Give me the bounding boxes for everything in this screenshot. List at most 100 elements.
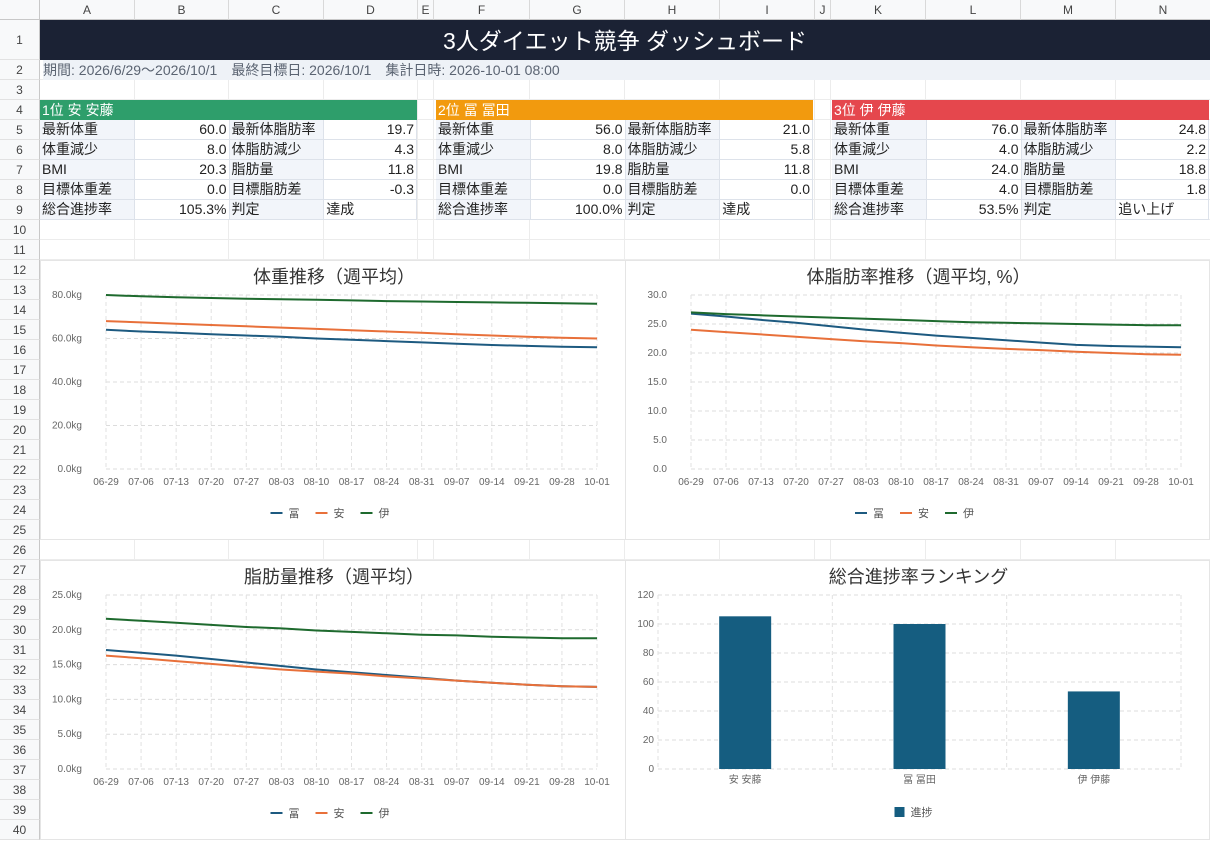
metric-label[interactable]: 体重減少 [436, 140, 531, 160]
select-all-corner[interactable] [0, 0, 40, 20]
metric-label[interactable]: 総合進捗率 [40, 200, 135, 220]
metric-label[interactable]: 目標脂肪差 [625, 180, 721, 200]
metric-value[interactable]: 56.0 [530, 120, 626, 140]
row-header-22[interactable]: 22 [0, 460, 40, 480]
metric-value[interactable]: 76.0 [926, 120, 1022, 140]
row-header-35[interactable]: 35 [0, 720, 40, 740]
metric-label[interactable]: 最新体脂肪率 [625, 120, 721, 140]
metric-label[interactable]: 最新体脂肪率 [1021, 120, 1117, 140]
row-header-31[interactable]: 31 [0, 640, 40, 660]
metric-label[interactable]: 体重減少 [832, 140, 927, 160]
metric-value[interactable]: 0.0 [720, 180, 813, 200]
row-header-4[interactable]: 4 [0, 100, 40, 120]
metric-value[interactable]: 追い上げ [1116, 200, 1209, 220]
row-header-5[interactable]: 5 [0, 120, 40, 140]
metric-value[interactable]: 4.0 [926, 180, 1022, 200]
row-header-28[interactable]: 28 [0, 580, 40, 600]
row-header-34[interactable]: 34 [0, 700, 40, 720]
row-header-12[interactable]: 12 [0, 260, 40, 280]
metric-label[interactable]: 最新体脂肪率 [229, 120, 325, 140]
row-header-38[interactable]: 38 [0, 780, 40, 800]
column-header-I[interactable]: I [720, 0, 815, 20]
metric-label[interactable]: 体脂肪減少 [1021, 140, 1117, 160]
column-header-J[interactable]: J [815, 0, 831, 20]
row-header-36[interactable]: 36 [0, 740, 40, 760]
metric-value[interactable]: 2.2 [1116, 140, 1209, 160]
metric-value[interactable]: 19.8 [530, 160, 626, 180]
metric-value[interactable]: -0.3 [324, 180, 417, 200]
metric-label[interactable]: 目標体重差 [832, 180, 927, 200]
progress-ranking-chart[interactable]: 総合進捗率ランキング 0 20 40 60 80 100 120 安 安藤 冨 冨田 伊 伊藤 進捗 [625, 560, 1210, 840]
column-header-C[interactable]: C [229, 0, 324, 20]
rank-card-header[interactable]: 1位 安 安藤 [40, 100, 417, 120]
row-header-21[interactable]: 21 [0, 440, 40, 460]
row-header-25[interactable]: 25 [0, 520, 40, 540]
metric-label[interactable]: 体脂肪減少 [229, 140, 325, 160]
metric-label[interactable]: 判定 [229, 200, 325, 220]
row-header-18[interactable]: 18 [0, 380, 40, 400]
metric-label[interactable]: 目標体重差 [40, 180, 135, 200]
row-header-33[interactable]: 33 [0, 680, 40, 700]
row-header-40[interactable]: 40 [0, 820, 40, 840]
metric-label[interactable]: 最新体重 [40, 120, 135, 140]
metric-label[interactable]: 体重減少 [40, 140, 135, 160]
column-header-L[interactable]: L [926, 0, 1021, 20]
metric-value[interactable]: 0.0 [134, 180, 230, 200]
metric-label[interactable]: 最新体重 [436, 120, 531, 140]
row-header-9[interactable]: 9 [0, 200, 40, 220]
row-header-8[interactable]: 8 [0, 180, 40, 200]
metric-value[interactable]: 53.5% [926, 200, 1022, 220]
metric-value[interactable]: 4.0 [926, 140, 1022, 160]
row-header-32[interactable]: 32 [0, 660, 40, 680]
metric-value[interactable]: 19.7 [324, 120, 417, 140]
rank-card-header[interactable]: 2位 冨 冨田 [436, 100, 813, 120]
row-header-20[interactable]: 20 [0, 420, 40, 440]
row-header-19[interactable]: 19 [0, 400, 40, 420]
metric-label[interactable]: 総合進捗率 [436, 200, 531, 220]
row-header-37[interactable]: 37 [0, 760, 40, 780]
metric-value[interactable]: 達成 [324, 200, 417, 220]
row-header-17[interactable]: 17 [0, 360, 40, 380]
row-header-7[interactable]: 7 [0, 160, 40, 180]
row-header-16[interactable]: 16 [0, 340, 40, 360]
metric-value[interactable]: 5.8 [720, 140, 813, 160]
metric-label[interactable]: BMI [436, 160, 531, 180]
row-header-10[interactable]: 10 [0, 220, 40, 240]
rank-card-header[interactable]: 3位 伊 伊藤 [832, 100, 1209, 120]
column-header-N[interactable]: N [1116, 0, 1210, 20]
metric-value[interactable]: 18.8 [1116, 160, 1209, 180]
metric-value[interactable]: 達成 [720, 200, 813, 220]
metric-label[interactable]: 脂肪量 [1021, 160, 1117, 180]
row-header-14[interactable]: 14 [0, 300, 40, 320]
metric-label[interactable]: 目標体重差 [436, 180, 531, 200]
row-header-27[interactable]: 27 [0, 560, 40, 580]
row-header-39[interactable]: 39 [0, 800, 40, 820]
metric-label[interactable]: 判定 [1021, 200, 1117, 220]
row-header-11[interactable]: 11 [0, 240, 40, 260]
row-header-26[interactable]: 26 [0, 540, 40, 560]
row-header-6[interactable]: 6 [0, 140, 40, 160]
metric-value[interactable]: 100.0% [530, 200, 626, 220]
metric-label[interactable]: BMI [832, 160, 927, 180]
metric-value[interactable]: 24.0 [926, 160, 1022, 180]
row-header-23[interactable]: 23 [0, 480, 40, 500]
column-header-D[interactable]: D [324, 0, 418, 20]
metric-label[interactable]: 脂肪量 [229, 160, 325, 180]
metric-value[interactable]: 20.3 [134, 160, 230, 180]
metric-value[interactable]: 8.0 [134, 140, 230, 160]
column-header-A[interactable]: A [40, 0, 135, 20]
column-header-K[interactable]: K [831, 0, 926, 20]
metric-label[interactable]: 判定 [625, 200, 721, 220]
metric-value[interactable]: 21.0 [720, 120, 813, 140]
metric-value[interactable]: 24.8 [1116, 120, 1209, 140]
row-header-13[interactable]: 13 [0, 280, 40, 300]
row-header-2[interactable]: 2 [0, 60, 40, 80]
column-header-G[interactable]: G [530, 0, 625, 20]
fat-mass-chart[interactable]: 脂肪量推移（週平均） 0.0kg 5.0kg 10.0kg 15.0kg 20.0kg 25… [40, 560, 626, 840]
metric-value[interactable]: 4.3 [324, 140, 417, 160]
column-header-B[interactable]: B [135, 0, 229, 20]
metric-label[interactable]: 総合進捗率 [832, 200, 927, 220]
metric-label[interactable]: 脂肪量 [625, 160, 721, 180]
metric-label[interactable]: 目標脂肪差 [1021, 180, 1117, 200]
column-header-F[interactable]: F [434, 0, 530, 20]
